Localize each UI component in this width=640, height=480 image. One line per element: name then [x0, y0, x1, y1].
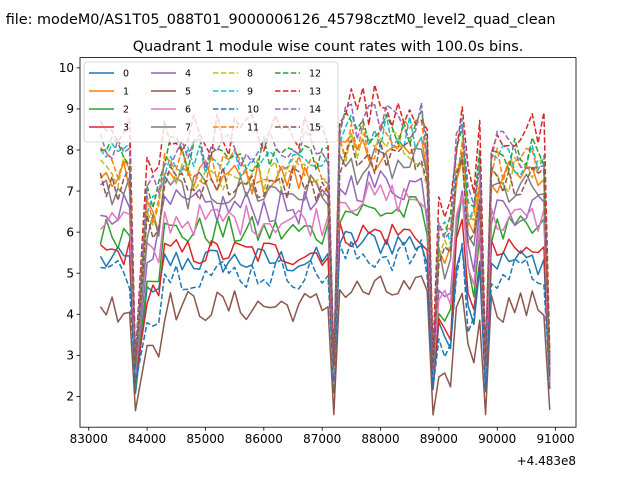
figure-suptitle: n file: modeM0/AS1T05_088T01_9000006126_…: [0, 12, 556, 28]
y-tick-label: 5: [66, 267, 74, 281]
y-tick-label: 4: [66, 308, 74, 322]
legend-label-7: 7: [185, 123, 191, 134]
x-tick-label: 88000: [361, 432, 399, 446]
y-tick-label: 8: [66, 143, 74, 157]
legend-label-11: 11: [247, 123, 259, 134]
legend-label-5: 5: [185, 87, 191, 98]
x-tick-label: 85000: [186, 432, 224, 446]
series-line-5: [99, 275, 551, 416]
axes-frame: [79, 57, 577, 428]
y-tick-label: 9: [66, 102, 74, 116]
y-tick-label: 3: [66, 349, 74, 363]
legend-label-1: 1: [123, 87, 129, 98]
legend-label-15: 15: [309, 123, 321, 134]
legend-label-14: 14: [309, 105, 321, 116]
legend-label-4: 4: [185, 69, 191, 80]
legend-label-9: 9: [247, 87, 253, 98]
x-tick-label: 87000: [303, 432, 341, 446]
series-line-3: [99, 218, 551, 384]
x-tick-label: 91000: [536, 432, 574, 446]
x-tick-label: 90000: [478, 432, 516, 446]
legend-label-6: 6: [185, 105, 191, 116]
x-tick-label: 89000: [420, 432, 458, 446]
series-line-14: [99, 102, 551, 372]
y-tick-label: 2: [66, 390, 74, 404]
series-line-13: [99, 84, 551, 367]
series-lines: [99, 84, 551, 416]
x-tick-label: 86000: [245, 432, 283, 446]
chart-title: Quadrant 1 module wise count rates with …: [133, 39, 524, 55]
series-line-15: [99, 139, 551, 374]
series-line-10: [100, 239, 551, 390]
legend-label-13: 13: [309, 87, 321, 98]
y-tick-label: 7: [66, 184, 74, 198]
x-axis: 83000 84000 85000 86000 87000 88000 89000 90000…: [70, 427, 575, 446]
legend-box: [83, 61, 339, 143]
legend-label-10: 10: [247, 105, 259, 116]
legend-label-8: 8: [247, 69, 253, 80]
y-tick-label: 6: [66, 225, 74, 239]
y-tick-label: 10: [59, 61, 74, 75]
x-tick-label: 83000: [70, 432, 108, 446]
y-axis: 2 3 4 5 6 7 8 9 10: [59, 61, 80, 404]
legend-label-2: 2: [123, 105, 129, 116]
legend-label-0: 0: [123, 69, 129, 80]
legend-label-3: 3: [123, 123, 129, 134]
legend-label-12: 12: [309, 69, 321, 80]
x-tick-label: 84000: [128, 432, 166, 446]
x-offset-label: +4.483e8: [517, 454, 576, 468]
